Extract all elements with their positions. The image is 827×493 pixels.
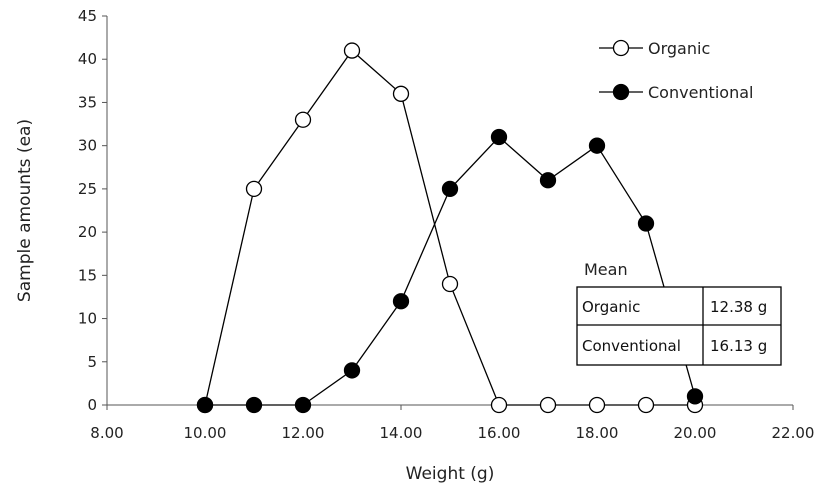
x-tick-label: 16.00 [478,424,521,442]
y-axis-title: Sample amounts (ea) [15,119,35,302]
data-point-conventional [392,293,410,310]
y-tick-label: 45 [78,7,97,25]
data-point-conventional [490,128,508,146]
data-point-organic [588,396,606,414]
table-row-label: Conventional [582,337,681,355]
data-point-conventional [441,180,459,198]
series-points-conventional [196,128,704,414]
y-tick-label: 10 [78,310,97,328]
table-row-value: 16.13 g [710,337,767,355]
x-tick-label: 18.00 [576,424,619,442]
axis-ticks: 0 5 10 15 20 25 30 35 40 45 8.00 10.00 12.00 14.00 16.… [78,7,815,442]
legend-item-organic: Organic [599,39,710,58]
data-point-conventional [588,137,606,154]
legend: Organic Conventional [599,39,753,102]
data-point-conventional [196,396,214,414]
y-tick-label: 20 [78,223,97,241]
x-axis-title: Weight (g) [406,464,495,484]
x-tick-label: 22.00 [772,424,815,442]
mean-table-title: Mean [584,260,628,279]
data-point-organic [441,275,459,293]
x-tick-label: 10.00 [184,424,227,442]
y-tick-label: 5 [87,353,97,371]
data-point-organic [343,42,361,59]
legend-marker [612,39,630,57]
x-tick-label: 20.00 [674,424,717,442]
y-tick-label: 30 [78,137,97,155]
data-point-organic [245,180,263,198]
data-point-conventional [343,362,361,379]
y-tick-label: 0 [87,396,97,414]
x-tick-label: 14.00 [380,424,423,442]
data-point-conventional [686,388,704,405]
data-point-organic [539,396,557,414]
data-point-organic [294,111,312,128]
y-tick-label: 15 [78,266,97,284]
mean-table-grid [576,286,782,366]
data-point-conventional [637,215,655,232]
data-point-conventional [539,172,557,189]
series-layer [196,42,704,414]
table-row: Organic 12.38 g [582,298,767,316]
legend-label: Conventional [648,83,753,102]
legend-item-conventional: Conventional [599,83,753,102]
data-point-organic [637,396,655,414]
x-tick-label: 8.00 [90,424,123,442]
y-tick-label: 25 [78,180,97,198]
mean-table: Mean Organic 12.38 g Conventional 16.13 g [576,260,782,366]
table-row: Conventional 16.13 g [582,337,767,355]
data-point-organic [392,85,410,102]
data-point-conventional [294,396,312,414]
y-tick-label: 35 [78,93,97,111]
data-point-conventional [245,396,263,414]
data-point-organic [490,396,508,414]
x-tick-label: 12.00 [282,424,325,442]
table-row-value: 12.38 g [710,298,767,316]
table-row-label: Organic [582,298,640,316]
table-border [576,286,782,366]
legend-label: Organic [648,39,710,58]
y-tick-label: 40 [78,50,97,68]
legend-marker [612,83,630,101]
